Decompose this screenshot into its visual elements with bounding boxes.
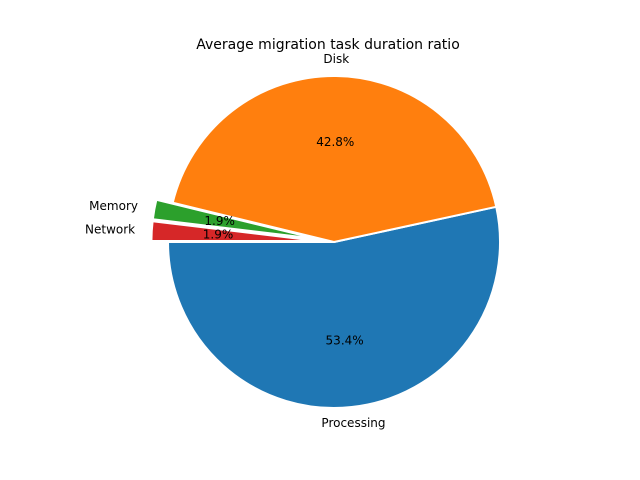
pie-slice-processing <box>167 205 501 409</box>
slice-label-memory: Memory <box>89 199 138 213</box>
slice-label-processing: Processing <box>321 416 385 430</box>
pct-label-disk: 42.8% <box>316 135 354 149</box>
slice-label-network: Network <box>85 223 135 237</box>
pie-slice-memory <box>151 198 319 241</box>
pct-label-processing: 53.4% <box>326 334 364 348</box>
pie-slices <box>150 75 501 409</box>
slice-label-disk: Disk <box>323 52 349 66</box>
pct-label-network: 1.9% <box>203 228 234 242</box>
pie-slice-disk <box>171 75 498 243</box>
pie-slice-network <box>150 220 319 243</box>
pie-labels: Processing 53.4% Disk 42.8% Memory 1.9% Networ… <box>85 52 385 430</box>
pct-label-memory: 1.9% <box>204 214 235 228</box>
chart-title: Average migration task duration ratio <box>196 37 460 53</box>
